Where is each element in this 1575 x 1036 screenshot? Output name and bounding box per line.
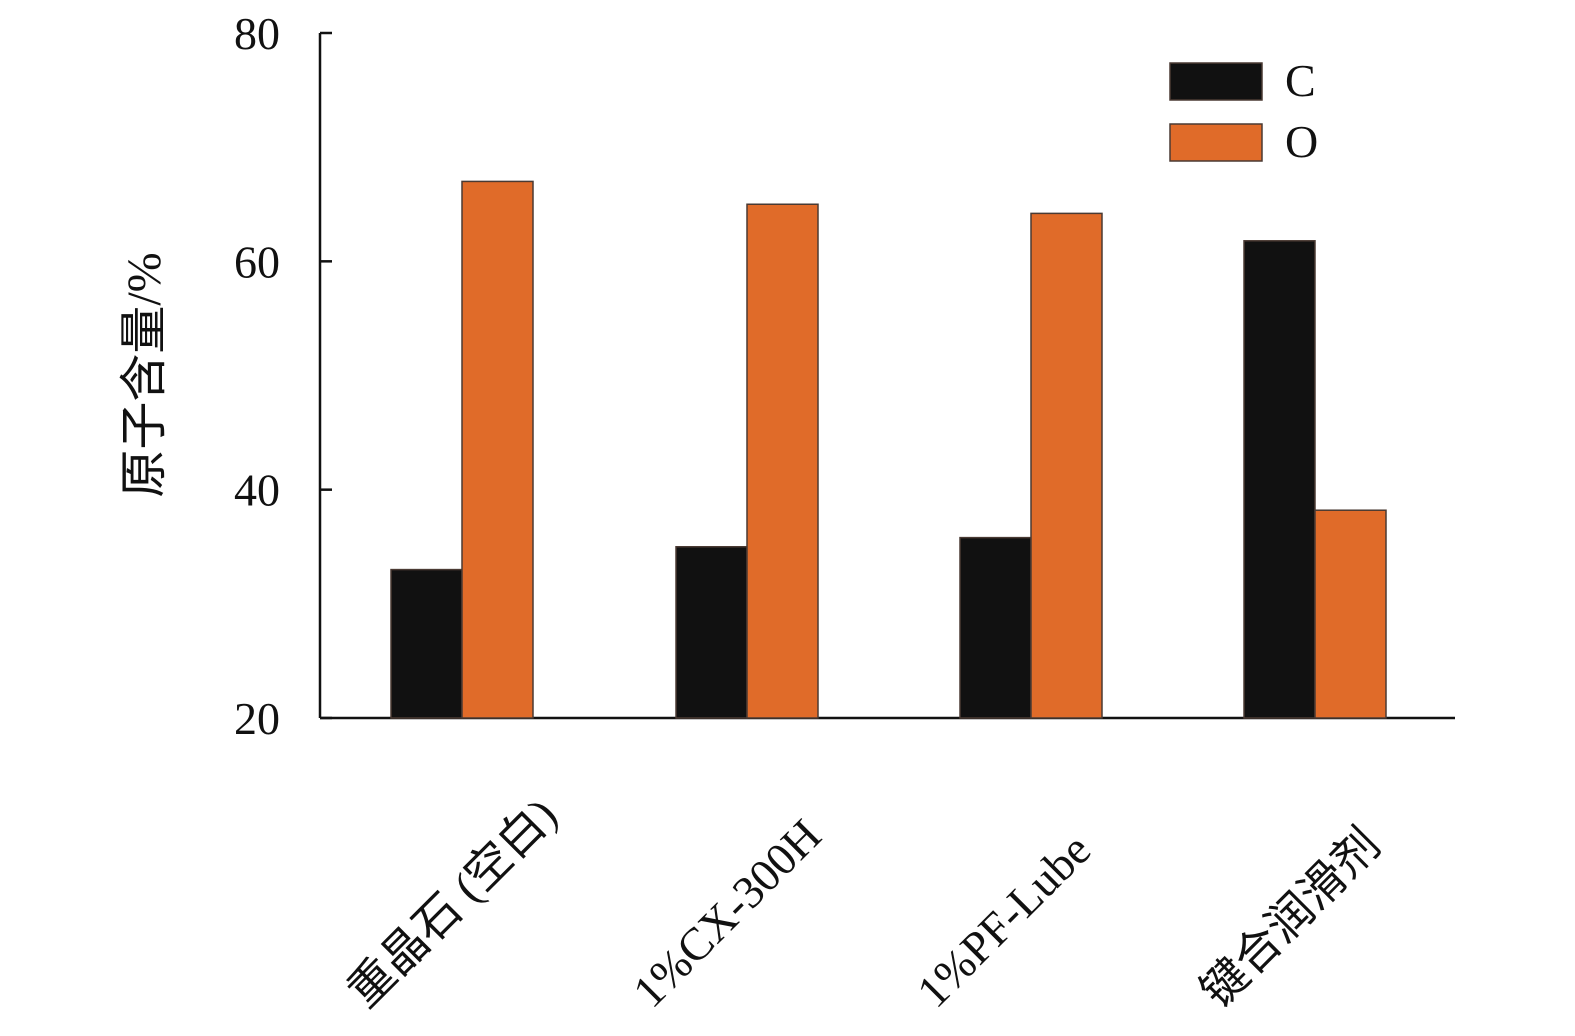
bar-C-1 [390,568,463,719]
x-category-label: 1%PF-Lube [907,824,1100,1017]
bar-O-2 [746,203,819,719]
y-tick-label: 20 [234,693,280,744]
y-axis-ticks: 20 40 60 80 [234,8,332,744]
bars [390,180,1387,719]
x-category-label: 键合润滑剂 [1191,818,1390,1017]
legend-label-C: C [1285,55,1316,106]
y-tick-label: 60 [234,236,280,287]
y-axis-title-group: 原子含量/% [118,252,171,497]
legend-label-O: O [1285,116,1318,167]
x-category-label: 1%CX-300H [623,809,831,1017]
y-tick-label: 80 [234,8,280,59]
y-tick-label: 40 [234,465,280,516]
bar-O-4 [1314,509,1387,719]
x-axis-category-labels: 重晶石 (空白) 1%CX-300H 1%PF-Lube 键合润滑剂 [338,789,1390,1017]
bar-O-3 [1030,212,1103,719]
bar-C-3 [959,536,1032,719]
bar-O-1 [461,180,534,719]
x-category-label: 重晶石 (空白) [338,789,566,1017]
legend-swatch-O [1169,123,1263,162]
bar-C-2 [675,546,748,719]
bar-C-4 [1243,240,1316,719]
legend-swatch-C [1169,62,1263,101]
legend: CO [1169,55,1318,167]
y-axis-title: 原子含量/% [118,252,171,497]
